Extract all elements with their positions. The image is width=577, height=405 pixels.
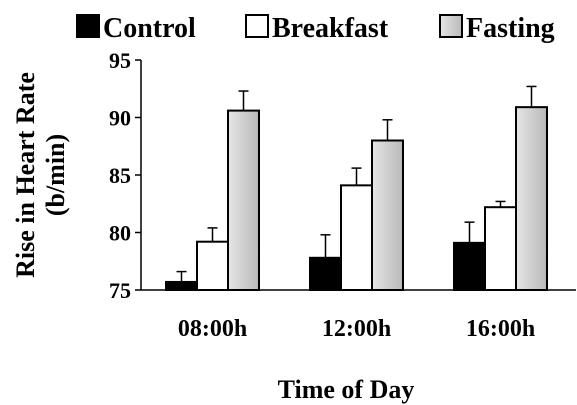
y-axis-title-line2: (b/min) bbox=[41, 134, 70, 216]
bar-breakfast-1 bbox=[340, 184, 373, 292]
bar-fasting-2 bbox=[515, 106, 548, 292]
legend-swatch-breakfast bbox=[245, 14, 269, 38]
y-tick-label-85: 85 bbox=[109, 163, 131, 188]
bar-breakfast-2 bbox=[484, 206, 517, 291]
bar-control-1 bbox=[309, 256, 342, 291]
y-tick-label-80: 80 bbox=[109, 221, 131, 246]
legend-label-fasting: Fasting bbox=[466, 13, 555, 44]
plot-area: 75 80 85 90 95 08:00h 12:00h 16:00h bbox=[109, 48, 576, 342]
bar-breakfast-0 bbox=[196, 240, 229, 291]
legend-label-breakfast: Breakfast bbox=[272, 13, 389, 44]
x-category-label-1: 12:00h bbox=[322, 316, 391, 342]
y-tick-label-75: 75 bbox=[109, 278, 131, 303]
bar-control-0 bbox=[165, 280, 198, 292]
x-category-label-2: 16:00h bbox=[466, 316, 535, 342]
y-tick-label-90: 90 bbox=[109, 106, 131, 131]
bar-fasting-0 bbox=[227, 109, 260, 291]
y-axis-title-line1: Rise in Heart Rate bbox=[11, 72, 40, 278]
legend-label-control: Control bbox=[103, 13, 196, 44]
x-axis-title: Time of Day bbox=[278, 375, 415, 404]
y-tick-label-95: 95 bbox=[109, 48, 131, 73]
legend-swatch-control bbox=[76, 14, 100, 38]
bar-control-2 bbox=[453, 241, 486, 292]
legend: Control Breakfast Fasting bbox=[76, 13, 555, 44]
x-category-label-0: 08:00h bbox=[178, 316, 247, 342]
bar-fasting-1 bbox=[371, 139, 404, 291]
legend-swatch-fasting bbox=[439, 14, 463, 38]
